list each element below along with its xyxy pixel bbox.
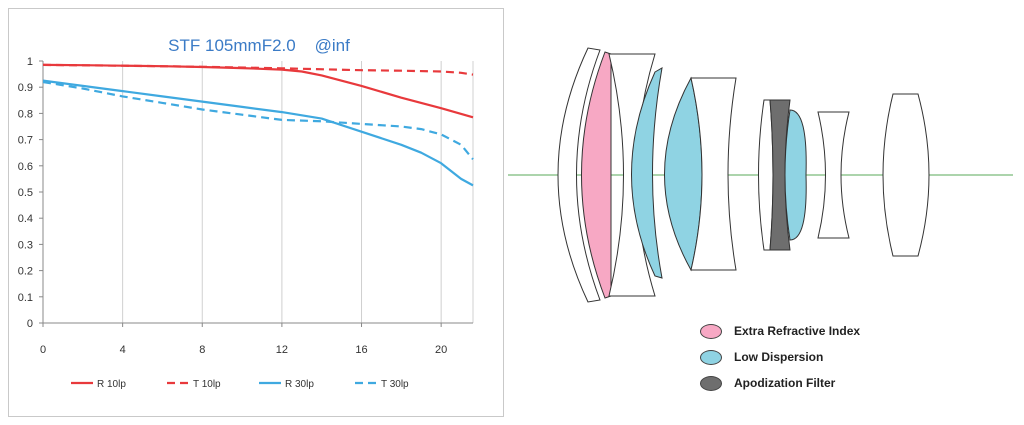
- legend-item-apodization: Apodization Filter: [700, 370, 860, 396]
- lens-element-6: [690, 77, 737, 271]
- legend-item-extra-refractive: Extra Refractive Index: [700, 318, 860, 344]
- legend-entry: T 10lp: [193, 379, 221, 390]
- legend-item-low-dispersion: Low Dispersion: [700, 344, 860, 370]
- x-tick-label: 20: [435, 344, 447, 356]
- legend-label: Apodization Filter: [734, 376, 836, 390]
- lens-element-7: [758, 99, 774, 251]
- y-tick-label: 0.6: [18, 161, 33, 173]
- grid-lines: [122, 61, 474, 323]
- y-tick-label: 0.4: [18, 213, 33, 225]
- series-line-t-10lp: [42, 63, 474, 76]
- y-tick-label: 0.3: [18, 239, 33, 251]
- mtf-chart: STF 105mmF2.0 @inf 0 0.1 0.2 0.3 0.4 0.5 0.6 0.…: [18, 36, 474, 390]
- y-tick-label: 0.2: [18, 266, 33, 278]
- series-line-t-30lp: [42, 80, 474, 160]
- x-tick-label: 8: [199, 344, 205, 356]
- lens-element-4-low-dispersion: [631, 67, 663, 279]
- gray-swatch-icon: [700, 375, 722, 391]
- x-tick-label: 4: [120, 344, 126, 356]
- y-tick-label: 1: [27, 56, 33, 68]
- legend-entry: T 30lp: [381, 379, 409, 390]
- y-tick-label: 0: [27, 318, 33, 330]
- lens-element-10: [817, 111, 850, 239]
- series-line-r-30lp: [42, 79, 474, 187]
- lens-element-9-low-dispersion: [784, 109, 807, 241]
- lens-element-11: [882, 93, 930, 257]
- chart-legend: R 10lp T 10lp R 30lp T 30lp: [71, 379, 409, 390]
- series-lines: [42, 63, 474, 187]
- y-tick-label: 0.5: [18, 187, 33, 199]
- lens-diagram: [508, 47, 1013, 303]
- legend-entry: R 10lp: [97, 379, 126, 390]
- tick-labels: 0 0.1 0.2 0.3 0.4 0.5 0.6 0.7 0.8 0.9 1 0 4 8 12 16 20: [18, 56, 448, 356]
- x-tick-label: 12: [276, 344, 288, 356]
- y-tick-label: 0.8: [18, 108, 33, 120]
- mtf-chart-panel: STF 105mmF2.0 @inf 0 0.1 0.2 0.3 0.4 0.5 0.6 0.…: [8, 8, 504, 417]
- lens-element-1: [557, 47, 601, 303]
- x-tick-label: 16: [355, 344, 367, 356]
- legend-label: Extra Refractive Index: [734, 324, 861, 338]
- y-tick-label: 0.7: [18, 135, 33, 147]
- chart-title: STF 105mmF2.0 @inf: [168, 36, 350, 55]
- pink-swatch-icon: [700, 323, 722, 339]
- y-tick-label: 0.1: [18, 292, 33, 304]
- lens-legend: Extra Refractive Index Low Dispersion Ap…: [700, 318, 860, 396]
- x-tick-label: 0: [40, 344, 46, 356]
- legend-label: Low Dispersion: [734, 350, 824, 364]
- y-tick-label: 0.9: [18, 82, 33, 94]
- blue-swatch-icon: [700, 349, 722, 365]
- legend-entry: R 30lp: [285, 379, 314, 390]
- axes: [39, 60, 473, 327]
- lens-element-2-extra-refractive: [581, 51, 612, 299]
